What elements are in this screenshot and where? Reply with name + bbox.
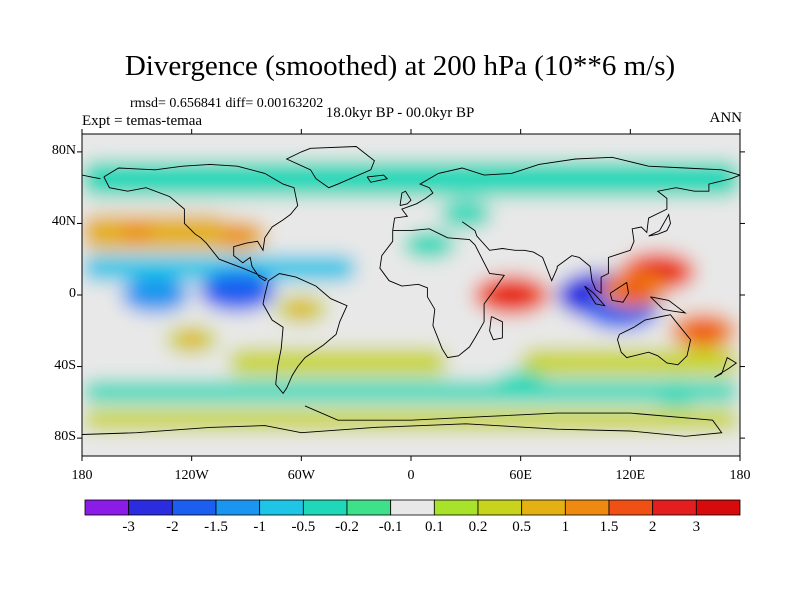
field-feature-core: [451, 206, 481, 223]
colorbar-swatch: [346, 499, 392, 516]
field-feature-core: [287, 301, 316, 318]
x-tick-label: 120E: [615, 468, 646, 483]
colorbar-swatch: [215, 499, 261, 516]
colorbar: [84, 499, 741, 516]
field-feature-core: [216, 280, 259, 303]
colorbar-swatch: [608, 499, 654, 516]
field-band: [82, 160, 740, 197]
colorbar-swatch: [390, 499, 435, 516]
field-feature-core: [220, 227, 254, 245]
stats-label: rmsd= 0.656841 diff= 0.00163202: [130, 96, 324, 111]
colorbar-swatch: [302, 499, 348, 516]
colorbar-label: 0.1: [424, 519, 444, 535]
colorbar-label: 3: [692, 519, 701, 535]
x-tick-label: 60W: [287, 468, 315, 483]
field-feature-core: [136, 285, 174, 305]
colorbar-swatch: [652, 499, 697, 516]
coastline: [366, 174, 389, 183]
field-band: [82, 380, 740, 403]
colorbar-label: -0.1: [378, 519, 403, 535]
coastline: [609, 281, 629, 303]
field-feature-core: [684, 320, 723, 341]
x-tick-label: 180: [71, 468, 93, 483]
coastline: [103, 163, 299, 282]
y-tick-label: 80N: [51, 142, 76, 158]
y-tick-label: 0: [69, 286, 76, 301]
x-tick-label: 120W: [174, 468, 209, 483]
x-tick-label: 60E: [509, 468, 532, 483]
field-band: [520, 348, 740, 376]
y-tick-label: 40S: [54, 357, 76, 373]
field-feature-core: [120, 223, 154, 242]
colorbar-label: -0.5: [291, 519, 316, 535]
x-tick-label: 0: [407, 468, 415, 483]
coastline: [489, 316, 503, 341]
y-tick-label: 40N: [51, 214, 76, 230]
colorbar-swatch: [259, 499, 304, 516]
field-feature-core: [615, 279, 653, 300]
colorbar-label: -2: [166, 519, 179, 535]
coastline: [584, 285, 606, 307]
coastline: [82, 405, 723, 437]
field-feature-core: [661, 385, 691, 402]
coastline: [285, 146, 375, 189]
colorbar-label: 0.2: [468, 519, 488, 535]
coastline: [461, 174, 740, 295]
colorbar-swatch: [84, 499, 130, 516]
coastline: [648, 213, 671, 237]
colorbar-swatch: [564, 499, 610, 516]
coastline: [650, 296, 687, 314]
colorbar-label: 1.5: [599, 519, 619, 535]
coastlines: [82, 146, 740, 437]
coastline: [262, 273, 348, 395]
colorbar-label: -1: [253, 519, 266, 535]
field-feature-core: [490, 284, 533, 306]
chart-title: Divergence (smoothed) at 200 hPa (10**6 …: [124, 50, 676, 82]
season-label: ANN: [709, 110, 743, 126]
field-band: [228, 348, 448, 376]
colorbar-label: -1.5: [204, 519, 228, 535]
y-tick-label: 80S: [54, 429, 76, 445]
colorbar-swatch: [521, 499, 566, 516]
coastline: [399, 190, 412, 207]
colorbar-swatch: [477, 499, 523, 516]
axis-ticks: [77, 129, 745, 461]
coastline: [617, 314, 692, 366]
colorbar-label: -3: [122, 519, 135, 535]
x-tick-label: 180: [729, 468, 751, 483]
colorbar-label: -0.2: [335, 519, 359, 535]
colorbar-label: 0.5: [512, 519, 532, 535]
field-feature-core: [177, 332, 206, 348]
field-feature-core: [414, 237, 444, 253]
coastline: [379, 228, 505, 359]
colorbar-swatch: [433, 499, 479, 516]
coastline: [392, 156, 740, 231]
colorbar-swatch: [695, 499, 741, 516]
field-feature-core: [506, 376, 535, 393]
colorbar-label: 2: [648, 519, 657, 535]
coastline: [714, 356, 738, 378]
colorbar-label: 1: [561, 519, 570, 535]
experiment-label: Expt = temas-temaa: [82, 113, 203, 129]
colorbar-swatch: [171, 499, 217, 516]
period-label: 18.0kyr BP - 00.0kyr BP: [325, 105, 475, 121]
coastline: [82, 174, 101, 180]
field-band: [82, 255, 357, 281]
colorbar-swatch: [128, 499, 173, 516]
